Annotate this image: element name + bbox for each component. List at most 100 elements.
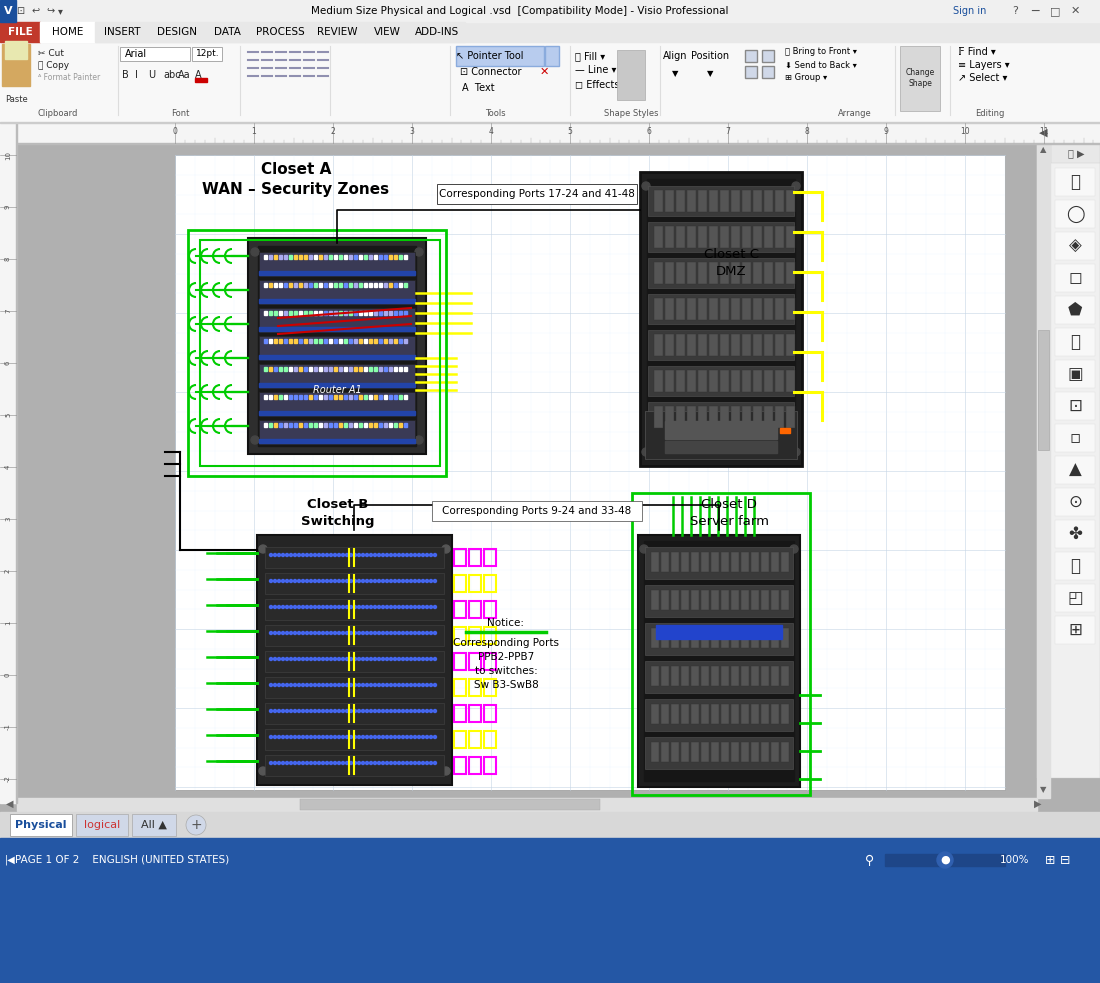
Circle shape	[406, 710, 408, 713]
Circle shape	[277, 683, 280, 686]
Circle shape	[286, 683, 288, 686]
Text: ⊟: ⊟	[1059, 853, 1070, 866]
Text: 5: 5	[6, 413, 11, 417]
Text: — Line ▾: — Line ▾	[575, 65, 616, 75]
Bar	[781, 666, 789, 686]
Bar	[359, 255, 362, 259]
Circle shape	[362, 710, 364, 713]
Bar	[645, 623, 793, 655]
Text: V: V	[3, 6, 12, 16]
Bar	[349, 367, 352, 371]
Circle shape	[385, 553, 388, 556]
Circle shape	[314, 580, 317, 583]
Text: Arrange: Arrange	[838, 108, 872, 118]
Circle shape	[402, 683, 405, 686]
Bar	[661, 628, 669, 648]
Bar	[671, 628, 679, 648]
Bar	[741, 628, 749, 648]
Bar	[771, 742, 779, 762]
Circle shape	[414, 735, 417, 738]
Circle shape	[353, 658, 356, 661]
Circle shape	[385, 683, 388, 686]
Text: ◈: ◈	[1068, 237, 1081, 255]
Bar	[270, 423, 272, 427]
Bar	[384, 339, 387, 343]
Circle shape	[414, 606, 417, 608]
Bar	[666, 262, 674, 284]
Bar	[645, 699, 793, 731]
Bar	[339, 367, 342, 371]
Circle shape	[394, 710, 396, 713]
Bar	[886, 854, 1005, 866]
Circle shape	[338, 735, 341, 738]
Bar	[399, 367, 402, 371]
Bar	[314, 339, 317, 343]
Text: logical: logical	[84, 820, 120, 830]
Circle shape	[270, 606, 273, 608]
Text: ◯: ◯	[1066, 205, 1085, 223]
Bar	[389, 339, 392, 343]
Bar	[676, 298, 685, 320]
Bar	[6, 41, 28, 59]
Text: ᴬ Format Painter: ᴬ Format Painter	[39, 74, 100, 83]
Bar	[1055, 456, 1094, 484]
Circle shape	[426, 606, 429, 608]
Circle shape	[314, 710, 317, 713]
Bar	[698, 370, 707, 392]
Circle shape	[318, 683, 320, 686]
Bar	[676, 190, 685, 212]
Circle shape	[385, 658, 388, 661]
Bar	[264, 339, 267, 343]
Circle shape	[330, 580, 332, 583]
Bar	[732, 628, 739, 648]
Bar	[454, 601, 466, 618]
Bar	[781, 552, 789, 572]
Bar	[469, 601, 481, 618]
Bar	[258, 439, 415, 443]
Bar	[264, 255, 267, 259]
Circle shape	[286, 553, 288, 556]
Bar	[754, 370, 762, 392]
Bar	[720, 334, 729, 356]
Text: ◀: ◀	[1038, 128, 1047, 138]
Circle shape	[406, 762, 408, 765]
Circle shape	[338, 631, 341, 634]
Text: I: I	[135, 70, 138, 80]
Bar	[676, 370, 685, 392]
Bar	[95, 22, 150, 42]
Bar	[368, 255, 372, 259]
Circle shape	[318, 553, 320, 556]
Bar	[754, 190, 762, 212]
Bar	[394, 367, 397, 371]
Circle shape	[306, 606, 308, 608]
Bar	[648, 330, 794, 360]
Text: 2: 2	[6, 569, 11, 573]
Bar	[640, 172, 802, 466]
Circle shape	[418, 762, 420, 765]
Bar	[742, 298, 751, 320]
Bar	[651, 666, 659, 686]
Bar	[294, 423, 297, 427]
Bar	[1055, 168, 1094, 196]
Circle shape	[345, 683, 349, 686]
Text: ≡ Layers ▾: ≡ Layers ▾	[958, 60, 1010, 70]
Bar	[698, 226, 707, 248]
Bar	[469, 575, 481, 592]
Circle shape	[326, 710, 329, 713]
Bar	[710, 226, 718, 248]
Circle shape	[297, 710, 300, 713]
Circle shape	[286, 631, 288, 634]
Bar	[688, 190, 696, 212]
Bar	[404, 283, 407, 287]
Text: 10: 10	[960, 127, 970, 136]
Bar	[484, 705, 496, 722]
Bar	[691, 704, 698, 724]
Bar	[284, 367, 287, 371]
Bar	[654, 190, 663, 212]
Bar	[399, 339, 402, 343]
Bar	[720, 552, 729, 572]
Bar	[284, 283, 287, 287]
Circle shape	[289, 710, 293, 713]
Bar	[651, 742, 659, 762]
Text: 8: 8	[804, 127, 810, 136]
